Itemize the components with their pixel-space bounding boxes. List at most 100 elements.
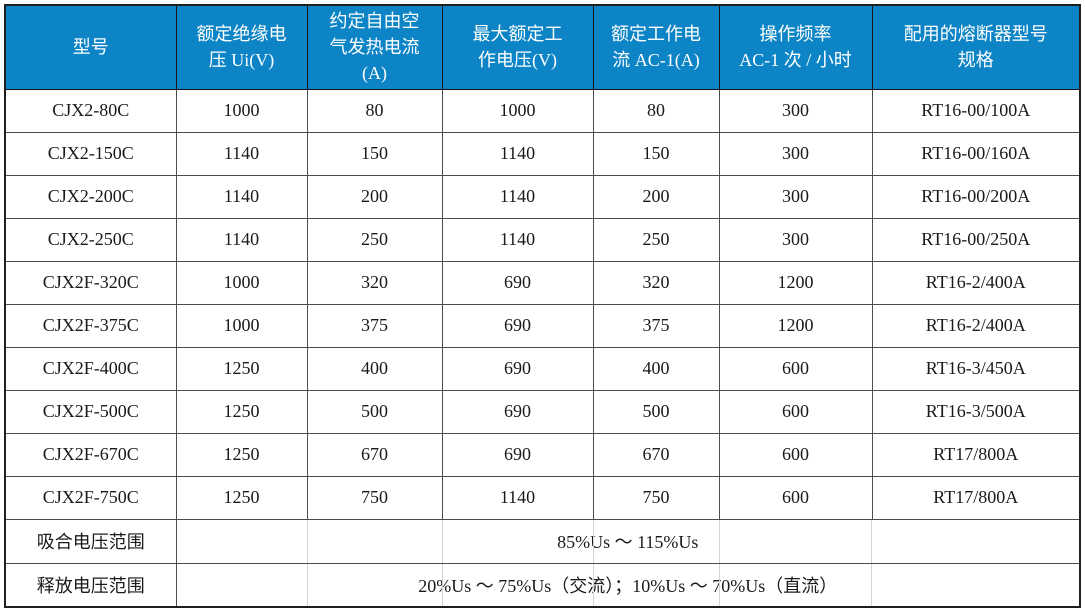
table-row: CJX2F-750C 1250 750 1140 750 600 RT17/80… [4,475,1081,520]
table-cell: 400 [592,346,720,391]
model-cell: CJX2F-320C [4,260,177,305]
release-voltage-range-label: 释放电压范围 [4,562,177,608]
table-cell: 1250 [175,389,308,434]
release-voltage-range-row: 释放电压范围 20%Us ～ 75%Us（交流）；10%Us ～ 70%Us（直… [4,562,1081,608]
table-cell: 400 [306,346,443,391]
contactor-spec-table: 型号 额定绝缘电 压 Ui(V) 约定自由空 气发热电流 (A) 最大额定工 作… [4,4,1081,608]
column-header-rated-insulation-voltage: 额定绝缘电 压 Ui(V) [175,4,308,90]
pickup-voltage-range-value: 85%Us ～ 115%Us [175,518,1081,564]
column-header-max-rated-operational-voltage: 最大额定工 作电压(V) [441,4,594,90]
table-cell: 1140 [175,217,308,262]
table-cell: 500 [592,389,720,434]
column-header-matched-fuse-spec: 配用的熔断器型号 规格 [871,4,1081,90]
table-cell: 1000 [175,303,308,348]
ghost-gridline [442,520,443,562]
fuse-cell: RT17/800A [871,432,1081,477]
table-cell: 600 [718,389,873,434]
pickup-voltage-range-text: 85%Us ～ 115%Us [557,532,699,552]
column-header-conventional-free-air-thermal-current: 约定自由空 气发热电流 (A) [306,4,443,90]
table-cell: 1200 [718,260,873,305]
table-cell: 690 [441,389,594,434]
table-cell: 300 [718,131,873,176]
table-row: CJX2F-670C 1250 670 690 670 600 RT17/800… [4,432,1081,477]
table-cell: 80 [592,88,720,133]
table-row: CJX2-150C 1140 150 1140 150 300 RT16-00/… [4,131,1081,176]
table-cell: 600 [718,346,873,391]
column-header-model: 型号 [4,4,177,90]
table-cell: 300 [718,217,873,262]
table-cell: 250 [306,217,443,262]
table-cell: 750 [306,475,443,520]
fuse-cell: RT16-00/250A [871,217,1081,262]
model-cell: CJX2F-400C [4,346,177,391]
model-cell: CJX2-80C [4,88,177,133]
ghost-gridline [871,520,873,562]
table-cell: 300 [718,88,873,133]
table-cell: 320 [592,260,720,305]
fuse-cell: RT16-2/400A [871,303,1081,348]
model-cell: CJX2F-375C [4,303,177,348]
table-row: CJX2F-400C 1250 400 690 400 600 RT16-3/4… [4,346,1081,391]
table-row: CJX2F-375C 1000 375 690 375 1200 RT16-2/… [4,303,1081,348]
ghost-gridline [307,520,309,562]
table-cell: 150 [306,131,443,176]
table-cell: 200 [592,174,720,219]
table-cell: 1140 [441,475,594,520]
table-cell: 1000 [175,260,308,305]
model-cell: CJX2F-670C [4,432,177,477]
table-cell: 670 [306,432,443,477]
table-cell: 690 [441,346,594,391]
release-voltage-range-value: 20%Us ～ 75%Us（交流）；10%Us ～ 70%Us（直流） [175,562,1081,608]
table-cell: 1140 [175,174,308,219]
table-cell: 1000 [441,88,594,133]
fuse-cell: RT16-00/200A [871,174,1081,219]
table-cell: 320 [306,260,443,305]
fuse-cell: RT16-3/500A [871,389,1081,434]
ghost-gridline [718,520,720,562]
table-cell: 1200 [718,303,873,348]
model-cell: CJX2-200C [4,174,177,219]
fuse-cell: RT17/800A [871,475,1081,520]
ghost-gridline [871,564,873,606]
table-row: CJX2F-320C 1000 320 690 320 1200 RT16-2/… [4,260,1081,305]
table-cell: 300 [718,174,873,219]
table-row: CJX2-200C 1140 200 1140 200 300 RT16-00/… [4,174,1081,219]
model-cell: CJX2F-750C [4,475,177,520]
table-cell: 200 [306,174,443,219]
fuse-cell: RT16-00/160A [871,131,1081,176]
table-cell: 1250 [175,475,308,520]
table-cell: 375 [592,303,720,348]
table-row: CJX2-80C 1000 80 1000 80 300 RT16-00/100… [4,88,1081,133]
fuse-cell: RT16-3/450A [871,346,1081,391]
table-cell: 250 [592,217,720,262]
table-cell: 670 [592,432,720,477]
fuse-cell: RT16-00/100A [871,88,1081,133]
table-cell: 1140 [441,131,594,176]
model-cell: CJX2-250C [4,217,177,262]
table-cell: 1000 [175,88,308,133]
table-cell: 750 [592,475,720,520]
fuse-cell: RT16-2/400A [871,260,1081,305]
table-cell: 600 [718,475,873,520]
model-cell: CJX2-150C [4,131,177,176]
table-cell: 150 [592,131,720,176]
table-row: CJX2-250C 1140 250 1140 250 300 RT16-00/… [4,217,1081,262]
table-cell: 375 [306,303,443,348]
table-cell: 1250 [175,432,308,477]
table-cell: 80 [306,88,443,133]
table-cell: 690 [441,432,594,477]
table-cell: 1250 [175,346,308,391]
table-cell: 690 [441,303,594,348]
table-cell: 690 [441,260,594,305]
table-cell: 1140 [441,217,594,262]
table-cell: 600 [718,432,873,477]
header-row: 型号 额定绝缘电 压 Ui(V) 约定自由空 气发热电流 (A) 最大额定工 作… [4,4,1081,90]
column-header-operating-frequency: 操作频率 AC-1 次 / 小时 [718,4,873,90]
table-cell: 500 [306,389,443,434]
pickup-voltage-range-label: 吸合电压范围 [4,518,177,564]
release-voltage-range-text: 20%Us ～ 75%Us（交流）；10%Us ～ 70%Us（直流） [418,575,838,596]
ghost-gridline [307,564,309,606]
column-header-rated-operational-current-ac1: 额定工作电 流 AC-1(A) [592,4,720,90]
table-cell: 1140 [175,131,308,176]
